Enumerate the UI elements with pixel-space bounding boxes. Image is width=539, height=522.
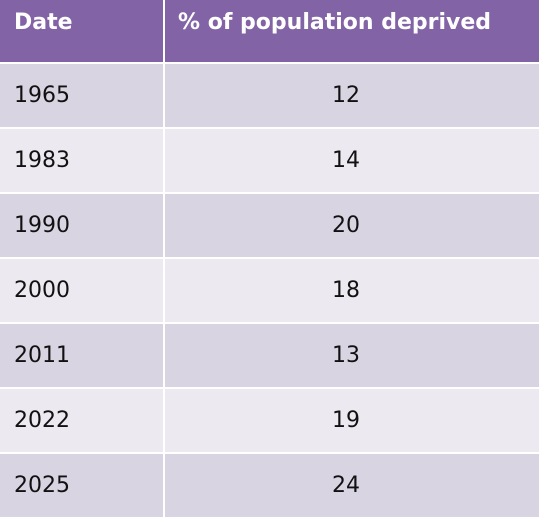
cell-value: 24	[165, 452, 539, 517]
cell-value: 14	[165, 127, 539, 192]
cell-value: 13	[165, 322, 539, 387]
cell-date: 2025	[0, 452, 165, 517]
cell-value: 19	[165, 387, 539, 452]
cell-value: 20	[165, 192, 539, 257]
cell-date: 2011	[0, 322, 165, 387]
cell-date: 2022	[0, 387, 165, 452]
cell-date: 1965	[0, 62, 165, 127]
cell-date: 1983	[0, 127, 165, 192]
cell-value: 18	[165, 257, 539, 322]
header-date: Date	[0, 0, 165, 62]
cell-date: 2000	[0, 257, 165, 322]
header-percent-deprived: % of population deprived	[165, 0, 539, 62]
cell-value: 12	[165, 62, 539, 127]
cell-date: 1990	[0, 192, 165, 257]
